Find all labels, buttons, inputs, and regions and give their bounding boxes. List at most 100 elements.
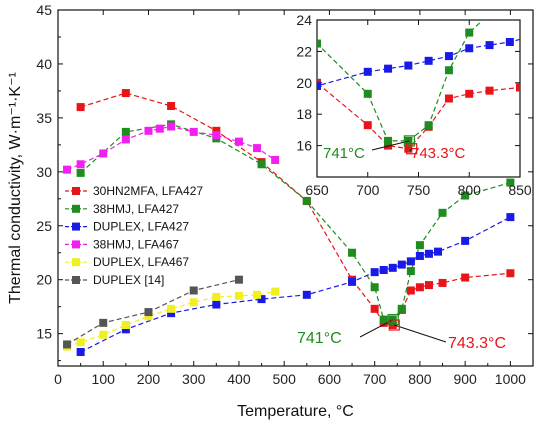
series-line: [80, 92, 511, 326]
data-point: [121, 127, 130, 136]
data-point: [144, 312, 153, 321]
legend-item: DUPLEX, LFA427: [65, 220, 189, 234]
x-tick-label: 500: [273, 371, 297, 387]
data-point: [212, 126, 221, 135]
legend: 30HN2MFA, LFA427 38HMJ, LFA427 DUPLEX, LFA…: [65, 184, 203, 287]
series-2: [76, 213, 515, 356]
data-point: [424, 121, 433, 130]
data-point: [348, 277, 357, 286]
data-point: [363, 121, 372, 130]
data-point: [189, 298, 198, 307]
series-line: [317, 20, 484, 142]
data-point: [465, 28, 474, 37]
inset-annotation-arrow: [371, 140, 410, 151]
data-point: [76, 338, 85, 347]
y-tick-label: 45: [36, 2, 52, 18]
data-point: [212, 131, 221, 140]
data-point: [363, 67, 372, 76]
data-point: [99, 149, 108, 158]
data-point: [505, 37, 514, 46]
y-tick-label: 15: [36, 326, 52, 342]
data-point: [438, 208, 447, 217]
y-tick-label: 30: [36, 164, 52, 180]
legend-item: 38HMJ, LFA467: [65, 237, 179, 251]
data-point: [253, 144, 262, 153]
data-point: [212, 101, 220, 109]
data-point: [317, 39, 321, 48]
inset-plot: 650 700 750 800 850 16 18 20 22 24 741°C 743.3°C: [212, 12, 531, 198]
legend-label: 38HMJ, LFA427: [93, 202, 179, 216]
data-point: [415, 251, 424, 260]
data-point: [63, 165, 72, 174]
inset-annotation-741: 741°C: [323, 145, 365, 162]
x-tick-label: 700: [363, 371, 387, 387]
data-point: [384, 64, 393, 73]
annotation-arrow: [394, 324, 447, 343]
data-point: [167, 304, 176, 313]
data-point: [121, 325, 130, 334]
data-point: [212, 292, 221, 301]
data-point: [485, 41, 494, 50]
data-point: [317, 81, 321, 90]
series-line: [66, 125, 276, 171]
data-point: [99, 330, 108, 339]
data-point: [76, 168, 85, 177]
main-plot: 0 100 200 300 400 500 600 700 800 900 1000 15 20 25 30…: [7, 2, 534, 420]
data-point: [379, 265, 388, 274]
x-tick-label: 400: [227, 371, 251, 387]
inset-y-tick-label: 16: [296, 138, 312, 154]
data-point: [444, 52, 453, 61]
x-tick-label: 600: [318, 371, 342, 387]
inset-annotation-marker: [406, 143, 418, 155]
data-point: [144, 126, 153, 135]
inset-x-tick-label: 800: [458, 182, 482, 198]
legend-label: 30HN2MFA, LFA427: [93, 184, 203, 198]
y-tick-label: 35: [36, 110, 52, 126]
data-point: [506, 213, 515, 222]
data-point: [438, 278, 447, 287]
data-point: [397, 260, 406, 269]
inset-annotation-743: 743.3°C: [411, 145, 466, 162]
data-point: [404, 144, 413, 153]
inset-y-tick-label: 18: [296, 106, 312, 122]
data-point: [167, 102, 176, 111]
annotation-741: 741°C: [297, 330, 342, 347]
data-point: [234, 137, 243, 146]
data-point: [121, 321, 130, 330]
inset-annotation-arrow: [409, 148, 413, 152]
series-line: [66, 290, 276, 348]
x-axis-title: Temperature, °C: [237, 403, 354, 420]
data-point: [144, 308, 153, 317]
data-point: [348, 248, 357, 257]
data-point: [506, 269, 515, 278]
series-5: [63, 275, 243, 349]
data-point: [234, 291, 243, 300]
y-tick-label: 20: [36, 272, 52, 288]
data-point: [485, 86, 494, 95]
inset-y-tick-label: 24: [296, 12, 312, 28]
data-point: [167, 309, 176, 318]
data-point: [271, 287, 280, 296]
x-tick-label: 0: [54, 371, 62, 387]
legend-item: DUPLEX [14]: [65, 273, 164, 287]
series-line: [317, 38, 520, 87]
inset-y-tick-label: 22: [296, 43, 312, 59]
data-point: [257, 160, 266, 169]
legend-item: DUPLEX, LFA467: [65, 255, 189, 269]
data-point: [302, 196, 311, 205]
legend-swatch-marker: [72, 204, 80, 213]
data-point: [424, 56, 433, 65]
data-point: [271, 155, 280, 164]
series-2: [212, 37, 520, 109]
legend-swatch-marker: [72, 258, 80, 267]
x-tick-label: 100: [92, 371, 116, 387]
data-point: [257, 295, 266, 304]
legend-swatch-marker: [72, 276, 80, 284]
data-point: [189, 286, 198, 295]
legend-item: 38HMJ, LFA427: [65, 202, 179, 216]
legend-label: DUPLEX [14]: [93, 273, 164, 287]
y-axis-title: Thermal conductivity, W·m⁻¹·K⁻¹: [7, 72, 24, 304]
inset-x-tick-label: 700: [356, 182, 380, 198]
